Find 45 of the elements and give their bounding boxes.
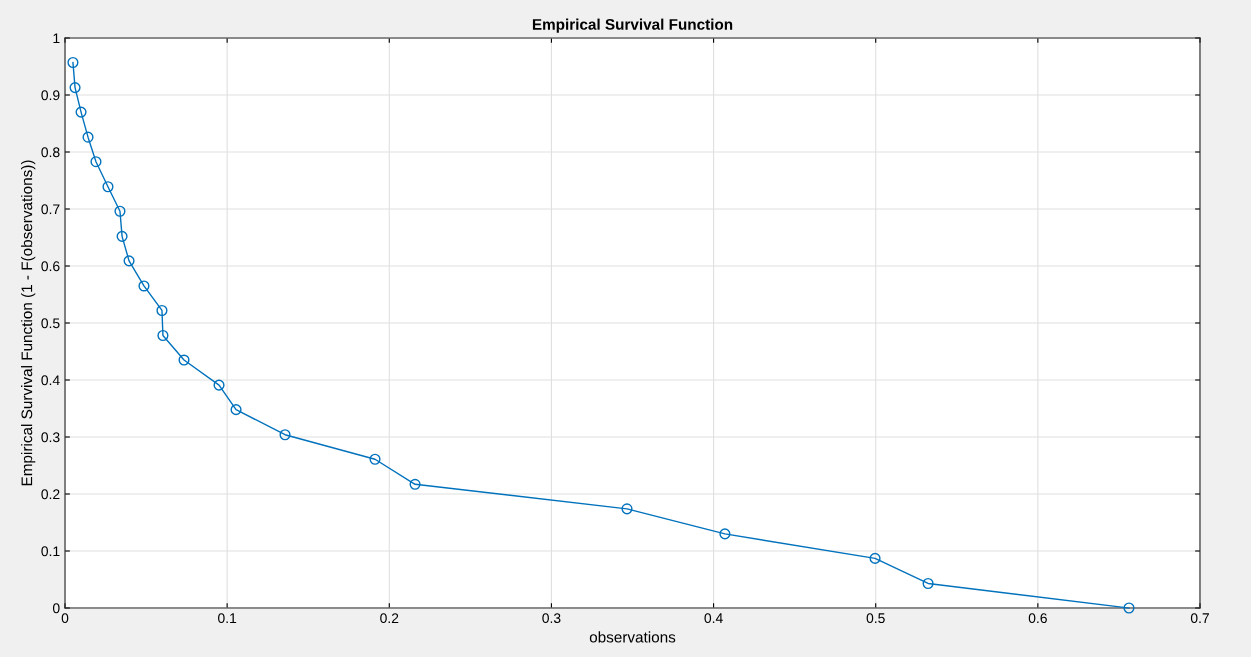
point: [230, 404, 242, 416]
x-tick-label: 0.2: [380, 613, 399, 624]
point: [1123, 602, 1135, 614]
point: [138, 280, 150, 292]
y-tick-label: 0.7: [41, 204, 60, 215]
y-tick-label: 0: [52, 603, 60, 614]
y-tick-label: 0.8: [41, 147, 60, 158]
point: [116, 230, 128, 242]
point: [869, 552, 881, 564]
point: [69, 82, 81, 94]
point: [75, 106, 87, 118]
point: [67, 56, 79, 69]
x-tick-label: 0.4: [704, 613, 723, 624]
y-tick-label: 0.3: [41, 432, 60, 443]
x-axis-title: observations: [589, 631, 676, 643]
point: [102, 181, 114, 193]
x-tick-label: 0.1: [218, 613, 237, 624]
point: [409, 478, 421, 490]
y-tick-label: 0.5: [41, 318, 60, 329]
point: [369, 453, 381, 465]
y-tick-label: 0.6: [41, 261, 60, 272]
x-tick-label: 0.5: [866, 613, 885, 624]
x-tick-label: 0: [61, 613, 69, 624]
point: [123, 255, 135, 267]
y-tick-label: 0.2: [41, 489, 60, 500]
x-tick-label: 0.6: [1028, 613, 1047, 624]
x-tick-label: 0.7: [1190, 613, 1209, 624]
point: [719, 528, 731, 540]
y-tick-label: 0.1: [41, 546, 60, 557]
x-tick-label: 0.3: [542, 613, 561, 624]
y-axis-title: Empirical Survival Function (1 - F(observations)): [21, 160, 36, 486]
point: [156, 304, 168, 317]
y-tick-label: 1: [53, 33, 60, 44]
point: [114, 205, 126, 217]
point: [213, 379, 225, 391]
chart-title: Empirical Survival Function: [532, 18, 733, 33]
point: [157, 329, 169, 342]
point: [178, 354, 190, 366]
y-tick-label: 0.4: [41, 375, 60, 386]
point: [621, 503, 633, 515]
point: [922, 577, 934, 590]
point: [90, 156, 102, 168]
point: [279, 429, 291, 441]
point: [82, 131, 94, 143]
y-tick-label: 0.9: [41, 90, 60, 101]
